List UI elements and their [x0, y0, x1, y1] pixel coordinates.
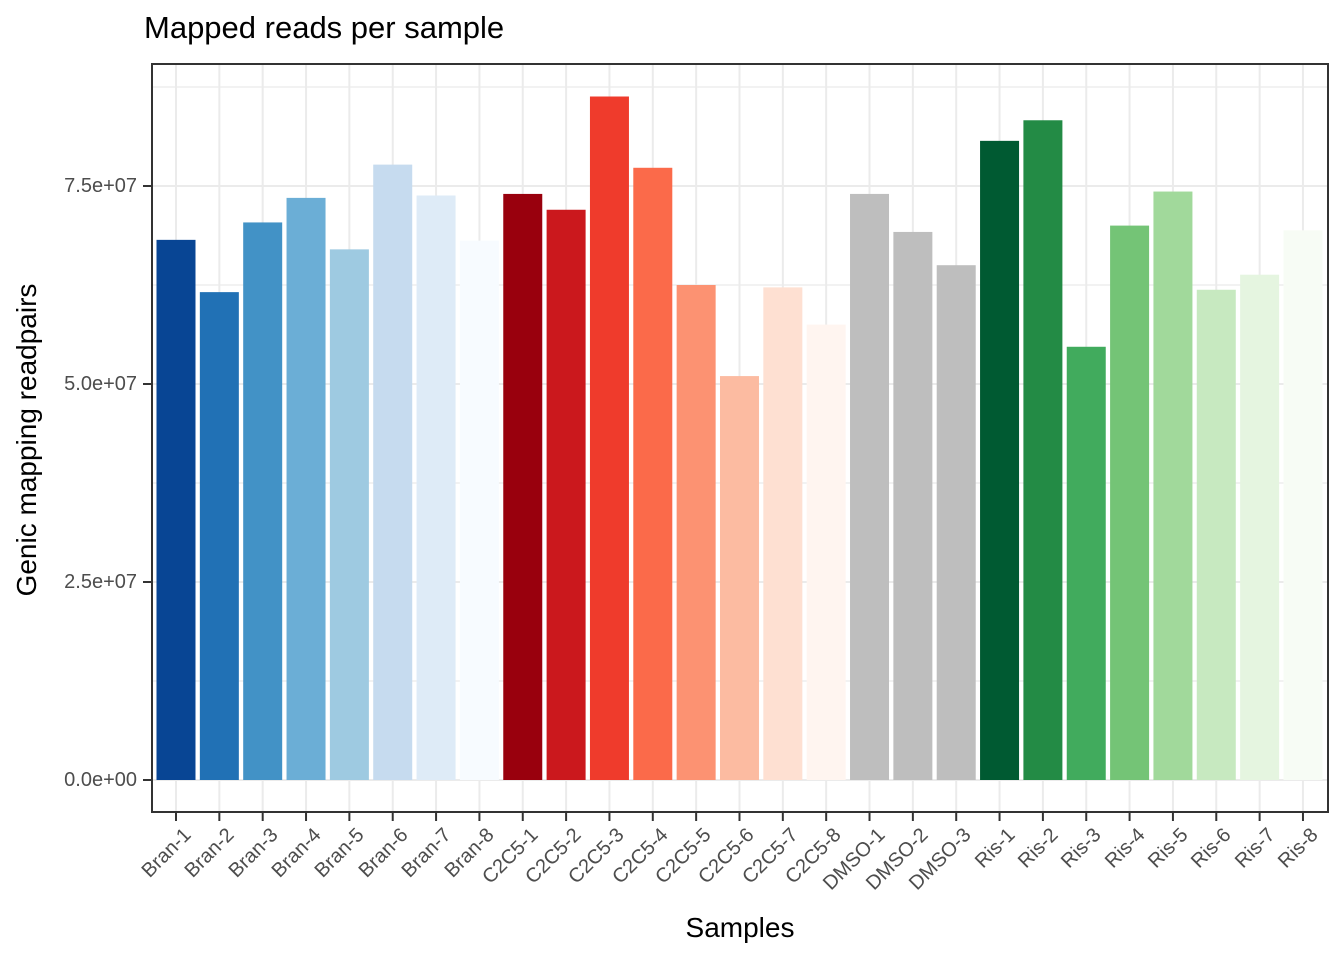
y-axis-title: Genic mapping readpairs — [11, 283, 42, 597]
bar-C2C5-7 — [763, 287, 803, 780]
bar-Bran-5 — [329, 249, 369, 781]
bar-Ris-4 — [1110, 225, 1150, 781]
bar-C2C5-1 — [503, 193, 543, 781]
panel-border — [151, 63, 1329, 813]
bar-Ris-5 — [1153, 191, 1193, 780]
y-tick-label: 5.0e+07 — [64, 373, 137, 395]
bar-Bran-7 — [416, 195, 456, 780]
bar-Bran-6 — [373, 164, 413, 781]
bar-Ris-1 — [980, 140, 1020, 780]
bar-Ris-6 — [1196, 289, 1236, 780]
bar-DMSO-3 — [936, 265, 976, 780]
bar-Bran-4 — [286, 197, 326, 780]
plot-title: Mapped reads per sample — [144, 10, 505, 45]
bar-Ris-2 — [1023, 120, 1063, 781]
bar-Ris-7 — [1240, 274, 1280, 780]
bar-Bran-2 — [199, 292, 239, 780]
x-axis-title: Samples — [685, 912, 795, 943]
bar-C2C5-5 — [676, 285, 716, 780]
bar-C2C5-6 — [719, 376, 759, 780]
bar-Bran-3 — [243, 222, 283, 780]
bar-C2C5-8 — [806, 324, 846, 780]
bar-Bran-1 — [156, 239, 196, 780]
bar-C2C5-2 — [546, 209, 586, 780]
bar-DMSO-2 — [893, 231, 933, 780]
y-tick-label: 2.5e+07 — [64, 571, 137, 593]
y-tick-label: 0.0e+00 — [64, 769, 137, 791]
bar-Ris-8 — [1283, 230, 1323, 781]
y-tick-label: 7.5e+07 — [64, 175, 137, 197]
bar-DMSO-1 — [850, 193, 890, 781]
bar-Bran-8 — [459, 240, 499, 780]
bar-Ris-3 — [1066, 346, 1106, 780]
bar-C2C5-4 — [633, 167, 673, 780]
bar-C2C5-3 — [589, 96, 629, 780]
